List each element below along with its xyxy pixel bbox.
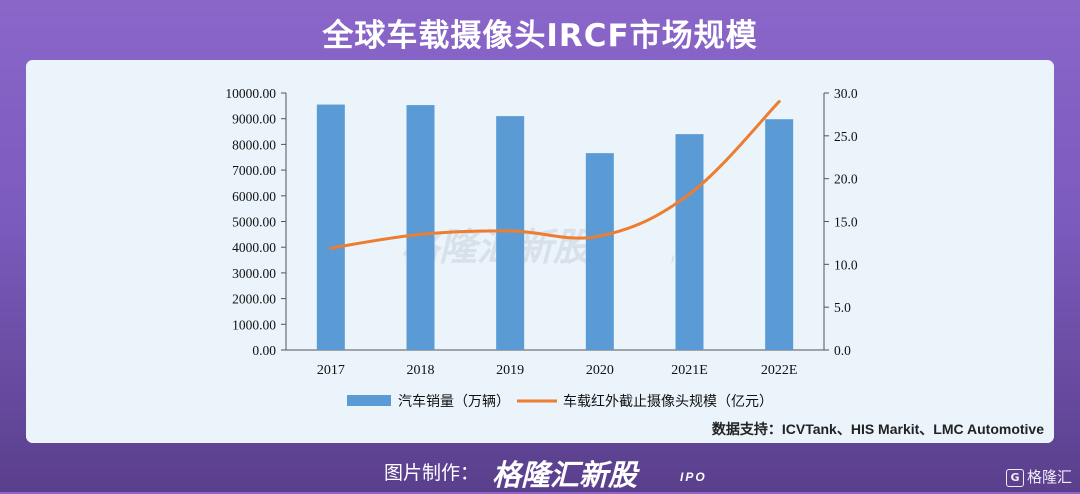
bar-sales [316,104,345,350]
y-right-tick-label: 5.0 [834,300,851,315]
line-point [777,100,781,104]
y-right-tick-label: 0.0 [834,343,851,358]
legend-label-line: 车载红外截止摄像头规模（亿元） [563,393,773,410]
x-tick-label: 2021E [671,363,708,378]
y-right-tick-label: 20.0 [834,172,858,187]
legend-swatch-bar [347,395,391,406]
corner-logo: G 格隆汇 [1005,466,1072,487]
page-title: 全球车载摄像头IRCF市场规模 [322,18,758,54]
line-point [329,246,333,250]
bar-sales [406,105,435,350]
y-left-tick-label: 3000.00 [232,266,276,281]
credit-brand-logo: 格隆汇新股 [492,458,638,492]
line-point [419,232,422,236]
x-tick-label: 2017 [317,363,345,378]
y-left-tick-label: 4000.00 [232,240,276,255]
legend-label-bar: 汽车销量（万辆） [398,393,510,410]
x-tick-label: 2018 [407,363,435,378]
y-left-tick-label: 2000.00 [232,292,276,307]
y-left-tick-label: 9000.00 [232,112,276,127]
line-point [688,192,691,196]
y-left-tick-label: 1000.00 [232,317,276,332]
x-tick-label: 2019 [496,363,524,378]
y-left-tick-label: 6000.00 [232,189,276,204]
y-right-tick-label: 10.0 [834,257,858,272]
y-right-tick-label: 15.0 [834,215,858,230]
y-left-tick-label: 5000.00 [232,215,276,230]
line-ircf-market [329,100,781,250]
bar-sales [765,119,794,350]
chart-card: 0.00 1000.00 2000.00 3000.00 4000.00 5000.00 6… [26,60,1054,443]
data-source-note: 数据支持：ICVTank、HIS Markit、LMC Automotive [711,421,1044,437]
gelonghui-icon: G [1005,469,1024,487]
y-left-tick-label: 10000.00 [225,86,276,101]
y-left-tick-label: 8000.00 [232,137,276,152]
bar-sales [585,153,614,350]
y-left-tick-label: 7000.00 [232,163,276,178]
y-left-tick-label: 0.00 [252,343,276,358]
footer: 图片制作： 格隆汇新股 IPO G 格隆汇 [0,448,1080,492]
chart-background [26,60,1054,443]
corner-logo-text: 格隆汇 [1026,468,1072,486]
bar-sales [675,134,704,350]
bar-sales [496,116,525,350]
x-tick-label: 2020 [586,363,614,378]
credit-brand-ipo: IPO [680,470,707,484]
x-tick-label: 2022E [761,363,798,378]
combo-chart: 0.00 1000.00 2000.00 3000.00 4000.00 5000.00 6… [26,60,1054,443]
line-point [598,234,602,238]
y-right-tick-label: 30.0 [834,86,858,101]
y-right-tick-label: 25.0 [834,129,858,144]
line-point [508,229,512,233]
credit-label: 图片制作： [384,462,480,484]
